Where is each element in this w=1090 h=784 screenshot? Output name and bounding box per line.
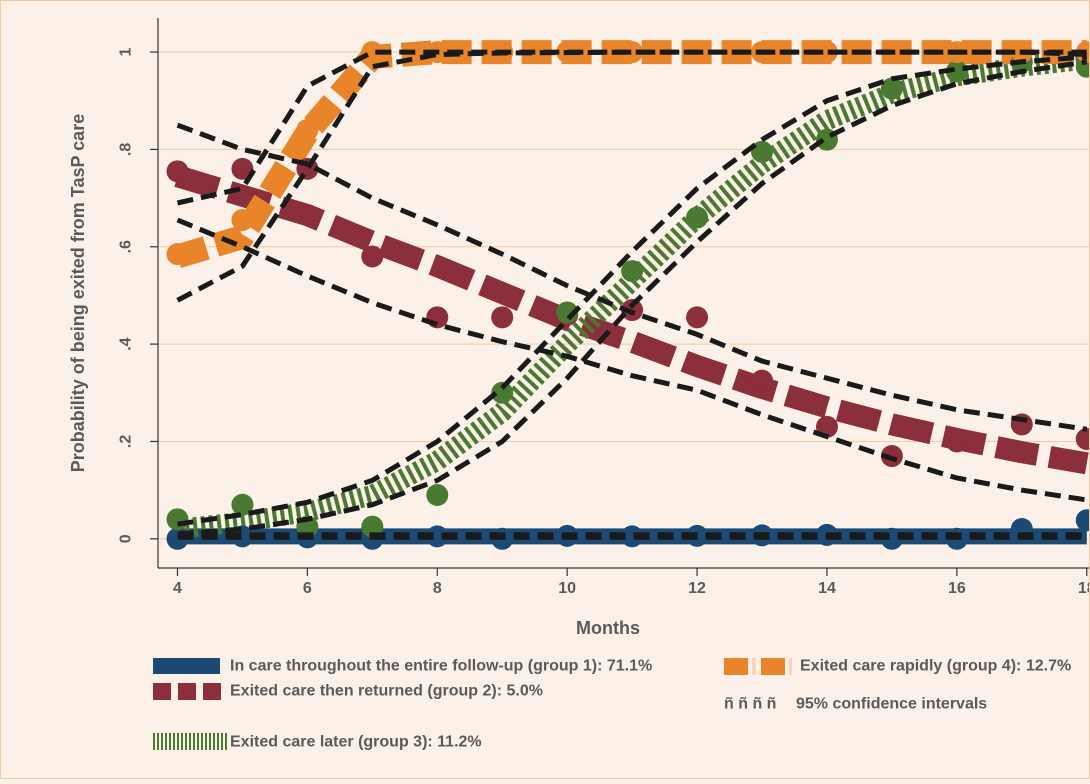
legend-swatch-stripe <box>205 733 207 750</box>
data-point <box>166 508 188 530</box>
data-point <box>296 119 318 141</box>
legend-swatch <box>203 683 221 700</box>
legend-swatch <box>761 658 785 675</box>
legend-entry-group-4: Exited care rapidly (group 4): 12.7% <box>724 658 1071 676</box>
data-point <box>686 306 708 328</box>
legend-swatch <box>724 658 748 675</box>
data-point <box>426 484 448 506</box>
data-point <box>1076 428 1090 450</box>
legend-swatch <box>153 658 220 674</box>
legend-label: Exited care rapidly (group 4): 12.7% <box>800 658 1071 675</box>
legend-label: Exited care then returned (group 2): 5.0… <box>230 683 543 700</box>
data-point <box>166 243 188 265</box>
x-tick-label: 16 <box>948 580 966 597</box>
legend-swatch-stripe <box>157 733 159 750</box>
data-point <box>946 430 968 452</box>
x-axis-title: Months <box>576 618 640 638</box>
legend-entry-ci: ñ ñ ñ ñ 95% confidence intervals <box>724 696 987 713</box>
x-tick-label: 12 <box>688 580 706 597</box>
legend-ci-glyph: ñ ñ ñ ñ <box>724 696 776 713</box>
y-tick-label: .8 <box>118 143 135 156</box>
legend-swatch-gap <box>752 658 756 675</box>
legend-swatch-stripe <box>153 733 155 750</box>
x-tick-label: 8 <box>433 580 442 597</box>
data-point <box>751 370 773 392</box>
legend-entry-group-3: Exited care later (group 3): 11.2% <box>153 733 482 751</box>
legend-label: In care throughout the entire follow-up … <box>230 658 652 675</box>
legend-swatch-stripe <box>169 733 171 750</box>
legend-swatch <box>153 683 171 700</box>
legend-swatch-stripe <box>177 733 179 750</box>
legend-label: Exited care later (group 3): 11.2% <box>230 734 482 751</box>
y-tick-label: .6 <box>118 240 135 253</box>
y-axis-title: Probability of being exited from TasP ca… <box>68 114 88 472</box>
x-tick-label: 10 <box>558 580 576 597</box>
legend-swatch-stripe <box>217 733 219 750</box>
legend-swatch-stripe <box>161 733 163 750</box>
data-point <box>231 209 253 231</box>
x-tick-label: 18 <box>1078 580 1090 597</box>
data-point <box>361 245 383 267</box>
x-tick-label: 6 <box>303 580 312 597</box>
legend-swatch-stripe <box>185 733 187 750</box>
y-tick-label: .4 <box>118 337 135 350</box>
legend-swatch-stripe <box>221 733 223 750</box>
data-point <box>166 160 188 182</box>
legend-swatch <box>178 683 196 700</box>
legend-entry-group-2: Exited care then returned (group 2): 5.0… <box>153 683 543 701</box>
legend-swatch-stripe <box>193 733 195 750</box>
legend-swatch-stripe <box>181 733 183 750</box>
legend-swatch-stripe <box>225 733 227 750</box>
y-tick-label: 0 <box>118 534 135 543</box>
y-tick-label: 1 <box>118 48 135 57</box>
legend-swatch-stripe <box>165 733 167 750</box>
x-tick-label: 4 <box>173 580 182 597</box>
legend: In care throughout the entire follow-up … <box>153 658 1071 751</box>
legend-entry-group-1: In care throughout the entire follow-up … <box>153 658 652 675</box>
plot-area <box>166 41 1090 550</box>
data-point <box>621 260 643 282</box>
data-point <box>491 306 513 328</box>
data-point <box>686 207 708 229</box>
legend-swatch-stripe <box>209 733 211 750</box>
data-point <box>1076 509 1090 531</box>
legend-swatch-stripe <box>189 733 191 750</box>
legend-swatch-stripe <box>173 733 175 750</box>
y-tick-label: .2 <box>118 435 135 448</box>
legend-swatch-stripe <box>197 733 199 750</box>
legend-label: 95% confidence intervals <box>796 696 987 713</box>
data-point <box>881 78 903 100</box>
x-tick-label: 14 <box>818 580 836 597</box>
data-point <box>426 306 448 328</box>
legend-swatch-gap <box>789 658 792 675</box>
legend-swatch-stripe <box>201 733 203 750</box>
legend-swatch-stripe <box>213 733 215 750</box>
